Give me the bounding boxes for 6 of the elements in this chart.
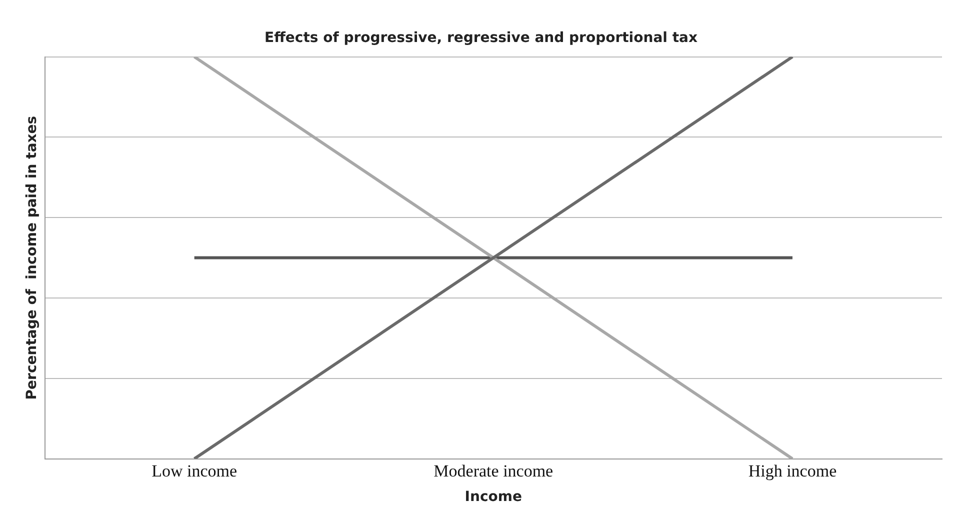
x-tick-label: Moderate income bbox=[434, 461, 554, 480]
x-tick-label: Low income bbox=[152, 461, 238, 480]
x-axis-title: Income bbox=[464, 489, 522, 506]
y-axis-title: Percentage of income paid in taxes bbox=[24, 116, 40, 400]
x-tick-label: High income bbox=[748, 461, 837, 480]
chart-title: Effects of progressive, regressive and proportional tax bbox=[264, 30, 698, 46]
